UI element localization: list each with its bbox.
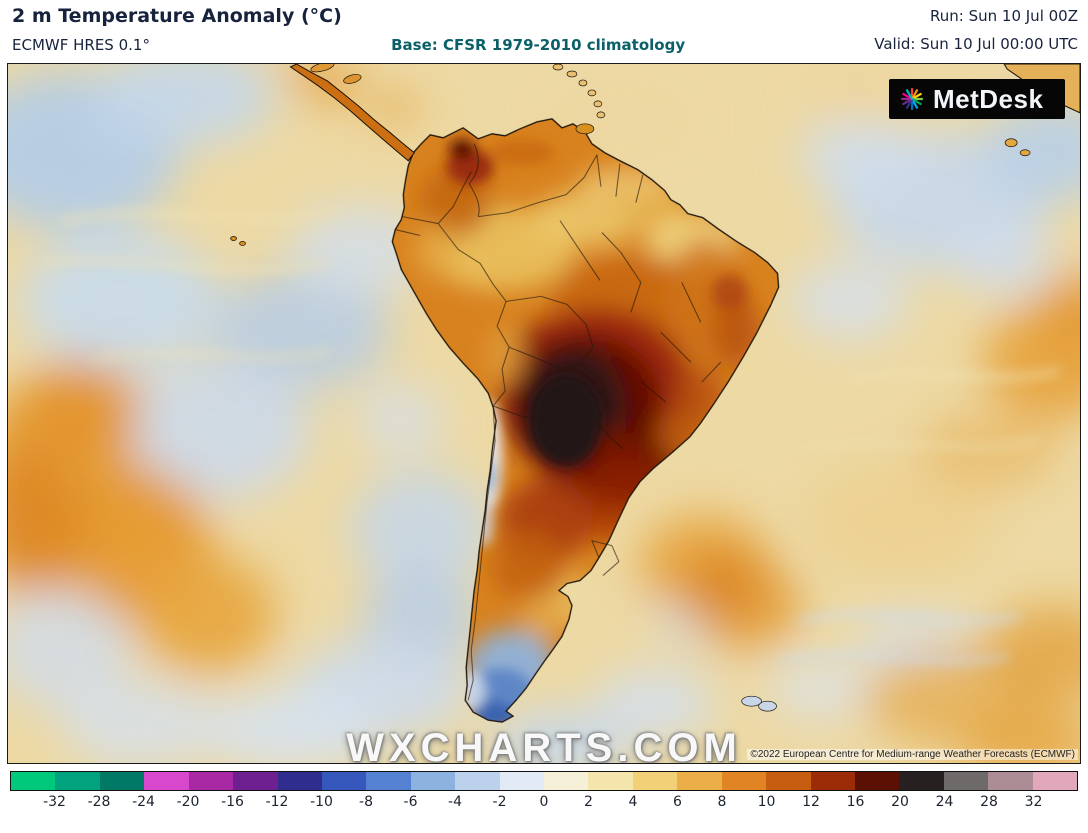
colorbar-segment: [233, 772, 278, 790]
valid-time-label: Valid: Sun 10 Jul 00:00 UTC: [874, 35, 1078, 53]
colorbar-segment: [499, 772, 545, 790]
colorbar-segment: [721, 772, 767, 790]
colorbar-tick-label: 12: [802, 794, 820, 810]
colorbar-tick-label: 10: [757, 794, 776, 810]
colorbar-tick-label: 2: [584, 794, 593, 810]
metdesk-logo-text: MetDesk: [933, 84, 1044, 114]
colorbar-tick-label: -16: [221, 794, 244, 810]
colorbar-tick-label: 8: [717, 794, 727, 810]
colorbar-tick-label: 28: [980, 794, 998, 810]
climatology-base-label: Base: CFSR 1979-2010 climatology: [391, 36, 686, 54]
colorbar-segment: [99, 772, 145, 790]
colorbar-segment: [144, 772, 189, 790]
south-america-outline: [391, 118, 780, 723]
colorbar-segment: [766, 772, 811, 790]
colorbar-segment: [410, 772, 456, 790]
colorbar-segment: [632, 772, 678, 790]
colorbar-segment: [55, 772, 100, 790]
colorbar-segment: [988, 772, 1033, 790]
colorbar-segment: [943, 772, 989, 790]
colorbar-segment: [11, 772, 56, 790]
colorbar-tick-label: 24: [935, 794, 954, 810]
colorbar-tick-label: -24: [132, 794, 155, 810]
colorbar-tick-label: 4: [628, 794, 638, 810]
colorbar-tick-label: -8: [359, 794, 373, 810]
central-america: [289, 64, 415, 162]
colorbar-tick-label: -10: [310, 794, 333, 810]
colorbar-tick-label: 16: [846, 794, 865, 810]
colorbar-tick-label: -4: [448, 794, 462, 810]
colorbar-segment: [855, 772, 900, 790]
colorbar-segment: [277, 772, 322, 790]
colorbar-segment: [544, 772, 589, 790]
colorbar-segment: [188, 772, 234, 790]
colorbar-tick-label: -6: [403, 794, 418, 810]
colorbar-tick-label: -20: [176, 794, 200, 810]
page-title: 2 m Temperature Anomaly (°C): [12, 5, 342, 27]
colorbar-tick-label: 20: [891, 794, 909, 810]
colorbar-tick-label: 32: [1024, 794, 1043, 810]
map-area: MetDesk WXCHARTS.COM ©2022 European Cent…: [7, 63, 1081, 764]
colorbar-segment: [321, 772, 367, 790]
colorbar-tick-label: -12: [265, 794, 289, 810]
model-label: ECMWF HRES 0.1°: [12, 36, 150, 54]
colorbar-segment: [588, 772, 633, 790]
colorbar-segment: [899, 772, 944, 790]
colorbar-segment: [677, 772, 722, 790]
colorbar-ticks: -32 -28 -24 -20 -16 -12 -10 -8 -6 -4 -2 0 2 4 6 8 10 12 16…: [10, 794, 1078, 816]
colorbar-tick-label: -28: [87, 794, 111, 810]
metdesk-logo: MetDesk: [889, 79, 1065, 119]
watermark: WXCHARTS.COM: [346, 726, 742, 764]
colorbar-tick-label: 6: [673, 794, 682, 810]
colorbar: [10, 771, 1078, 791]
colorbar-tick-label: -32: [43, 794, 66, 810]
anomaly-map-svg: [8, 64, 1080, 763]
colorbar-segment: [455, 772, 500, 790]
colorbar-segment: [810, 772, 856, 790]
country-borders: [395, 143, 721, 701]
header: 2 m Temperature Anomaly (°C) ECMWF HRES …: [0, 0, 1088, 62]
colorbar-segment: [1032, 772, 1078, 790]
ocean-layer: [8, 64, 1080, 763]
metdesk-star-icon: [900, 87, 924, 111]
colorbar-segment: [366, 772, 411, 790]
run-time-label: Run: Sun 10 Jul 00Z: [930, 7, 1078, 25]
ocean-streaks: [40, 206, 1061, 665]
copyright: ©2022 European Centre for Medium-range W…: [747, 749, 1078, 760]
colorbar-tick-label: 0: [539, 794, 549, 810]
colorbar-tick-label: -2: [492, 794, 507, 810]
islands: [230, 64, 1031, 712]
